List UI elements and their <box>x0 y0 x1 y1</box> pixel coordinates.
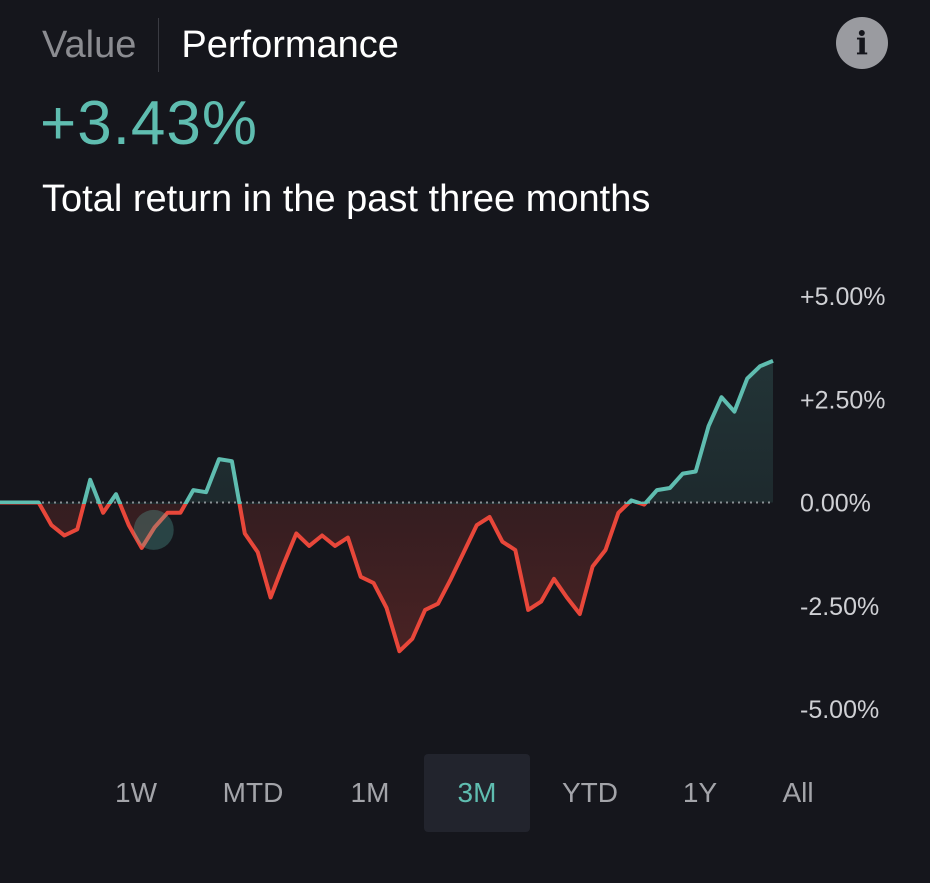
tab-value[interactable]: Value <box>42 24 137 66</box>
negative-area <box>39 504 645 652</box>
y-tick-label: 0.00% <box>800 490 871 518</box>
y-tick-label: -5.00% <box>800 696 879 724</box>
y-tick-label: +2.50% <box>800 386 886 414</box>
y-tick-label: -2.50% <box>800 593 879 621</box>
range-mtd[interactable]: MTD <box>222 777 284 808</box>
total-return-value: +3.43% <box>40 89 259 158</box>
y-tick-label: +5.00% <box>800 283 886 311</box>
tab-divider <box>158 18 160 72</box>
tab-performance[interactable]: Performance <box>181 24 399 66</box>
range-selector: 1W MTD 1M 3M YTD 1Y All <box>0 754 930 832</box>
info-icon[interactable]: i <box>836 17 888 69</box>
scrub-marker[interactable] <box>133 509 174 550</box>
negative-line <box>0 504 648 654</box>
positive-area <box>0 360 773 504</box>
range-1y[interactable]: 1Y <box>682 777 718 808</box>
range-3m[interactable]: 3M <box>424 754 530 832</box>
total-return-caption: Total return in the past three months <box>42 178 651 220</box>
range-1w[interactable]: 1W <box>115 777 157 808</box>
range-1m[interactable]: 1M <box>350 777 390 808</box>
range-ytd[interactable]: YTD <box>562 777 618 808</box>
view-tabs: Value Performance <box>42 18 399 72</box>
range-all[interactable]: All <box>782 777 814 808</box>
